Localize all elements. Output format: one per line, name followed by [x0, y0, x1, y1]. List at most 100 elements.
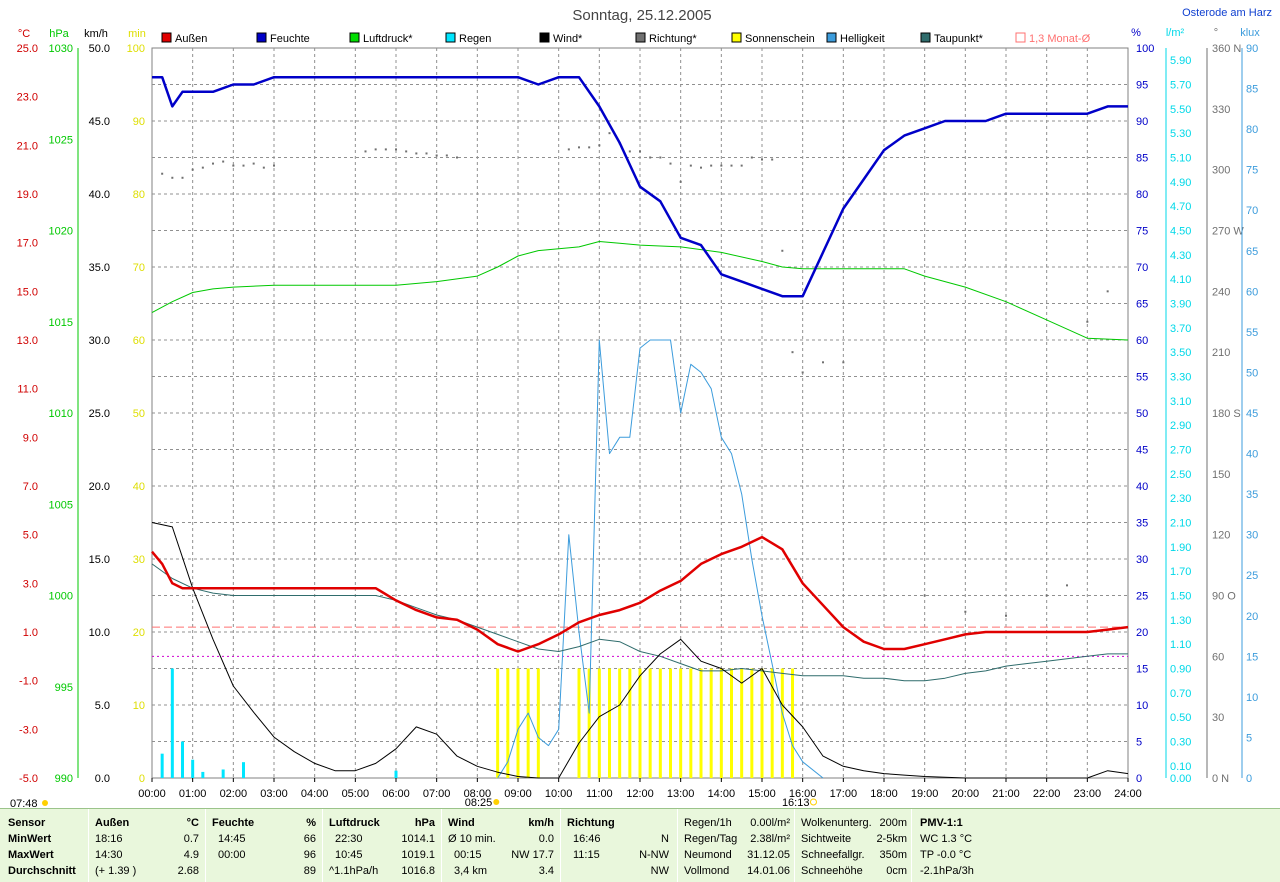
right-axis-tick-label: 5.10 — [1170, 153, 1191, 165]
richtung-point — [212, 162, 214, 165]
left-axis-tick-label: 80 — [133, 189, 145, 201]
stats-richtung-avg-value: NW — [650, 865, 669, 877]
stats-wolken-column: Wolkenunterg. 200m Sichtweite 2-5km Schnee… — [795, 809, 912, 882]
sonnenschein-bar — [730, 668, 733, 778]
regen-bar — [221, 769, 225, 778]
sunrise-icon — [493, 799, 500, 805]
stats-aussen-min-time: 18:16 — [95, 833, 123, 845]
x-tick-label: 03:00 — [260, 788, 288, 800]
left-axis-tick-label: 40.0 — [89, 189, 110, 201]
left-axis-tick-label: 995 — [55, 682, 73, 694]
stats-aussen-trend: (+ 1.39 ) — [95, 865, 137, 877]
stats-wolkenunterg-value: 200m — [879, 817, 907, 829]
left-axis-tick-label: 15.0 — [17, 286, 38, 298]
left-axis-tick-label: 15.0 — [89, 554, 110, 566]
sonnenschein-bar — [618, 668, 622, 778]
right-axis-tick-label: 0.70 — [1170, 688, 1191, 700]
richtung-point — [689, 164, 692, 167]
right-axis-tick-label: 30 — [1246, 530, 1258, 542]
richtung-point — [252, 162, 255, 165]
richtung-point — [1066, 584, 1068, 587]
right-axis-tick-label: 30 — [1212, 712, 1224, 724]
right-axis-tick-label: 85 — [1136, 153, 1148, 165]
stats-vollmond-label: Vollmond — [684, 865, 730, 877]
right-axis-tick-label: 1.90 — [1170, 542, 1191, 554]
right-axis-tick-label: 3.10 — [1170, 396, 1191, 408]
stats-regen-tag-value: 2.38l/m² — [750, 833, 790, 845]
stats-aussen-column: Außen °C 18:16 0.7 14:30 4.9 (+ 1.39 ) 2.68 — [89, 809, 206, 882]
right-axis-tick-label: 180 S — [1212, 408, 1241, 420]
stats-richtung-header: Richtung — [567, 817, 615, 829]
x-tick-label: 07:00 — [423, 788, 451, 800]
right-axis-tick-label: 40 — [1136, 481, 1148, 493]
stats-aussen-max-value: 4.9 — [183, 849, 199, 861]
x-tick-label: 19:00 — [911, 788, 939, 800]
legend-swatch — [445, 32, 456, 43]
right-axis-tick-label: 3.30 — [1170, 372, 1191, 384]
left-axis-tick-label: 0 — [139, 773, 145, 785]
regen-bar — [191, 759, 195, 778]
sonnenschein-bar — [658, 668, 662, 778]
right-axis-tick-label: 300 — [1212, 165, 1230, 177]
left-axis-tick-label: 50 — [133, 408, 145, 420]
right-axis-tick-label: 50 — [1136, 408, 1148, 420]
stats-richtung-min-time: 16:46 — [573, 833, 601, 845]
right-axis-tick-label: 240 — [1212, 286, 1230, 298]
right-axis-tick-label: 60 — [1212, 651, 1224, 663]
richtung-point — [425, 152, 428, 155]
legend-swatch — [256, 32, 267, 43]
right-axis-tick-label: 55 — [1246, 327, 1258, 339]
x-tick-label: 22:00 — [1033, 788, 1061, 800]
stats-aussen-header: Außen — [95, 817, 130, 829]
richtung-point — [262, 166, 265, 169]
sonnenschein-bar — [770, 668, 774, 778]
richtung-point — [181, 176, 184, 179]
left-axis-tick-label: 19.0 — [17, 189, 38, 201]
stats-aussen-unit: °C — [186, 817, 199, 829]
right-axis-tick-label: 2.10 — [1170, 518, 1191, 530]
right-axis-tick-label: 0 — [1246, 773, 1252, 785]
legend-swatch — [161, 32, 172, 43]
taupunkt-line — [151, 563, 1128, 682]
stats-luftdruck-avg-value: 1016.8 — [401, 865, 435, 877]
richtung-point — [700, 166, 702, 169]
right-axis-tick-label: 5.50 — [1170, 104, 1191, 116]
right-axis-tick-label: 100 — [1136, 43, 1154, 55]
right-axis-tick-label: 0 — [1136, 773, 1142, 785]
left-axis-tick-label: 5.0 — [23, 530, 38, 542]
richtung-point — [435, 154, 438, 157]
sonnenschein-bar — [689, 668, 693, 778]
richtung-point — [1045, 594, 1048, 597]
right-axis-tick-label: 35 — [1136, 518, 1148, 530]
stats-luftdruck-max-value: 1019.1 — [401, 849, 435, 861]
helligkeit-line — [497, 339, 824, 779]
right-axis-tick-label: 50 — [1246, 367, 1258, 379]
x-tick-label: 04:00 — [301, 788, 329, 800]
stats-aussen-max-time: 14:30 — [95, 849, 123, 861]
x-tick-label: 11:00 — [586, 788, 613, 800]
sonnenschein-bar — [536, 668, 540, 778]
richtung-point — [771, 158, 774, 161]
stats-regen-tag-label: Regen/Tag — [684, 833, 738, 845]
right-axis-tick-label: 0.90 — [1170, 664, 1191, 676]
richtung-point — [567, 148, 570, 151]
legend-label: Helligkeit — [840, 33, 885, 45]
right-axis-tick-label: 25 — [1246, 570, 1258, 582]
left-axis-tick-label: 3.0 — [23, 578, 38, 590]
stats-sichtweite-label: Sichtweite — [801, 833, 852, 845]
legend-swatch — [1015, 32, 1026, 43]
right-axis-tick-label: 150 — [1212, 469, 1230, 481]
weather-chart: Sonntag, 25.12.2005 Osterode am Harz Auß… — [10, 7, 1272, 808]
right-axis-tick-label: 1.10 — [1170, 639, 1191, 651]
right-axis-unit: % — [1131, 27, 1141, 39]
regen-bar — [160, 753, 164, 778]
stats-regen-column: Regen/1h 0.00l/m² Regen/Tag 2.38l/m² Neumo… — [678, 809, 795, 882]
richtung-point — [161, 172, 164, 175]
left-axis-tick-label: -5.0 — [19, 773, 38, 785]
sunrise-label: 08:25 — [465, 797, 493, 808]
stats-schneefallgr-value: 350m — [879, 849, 907, 861]
richtung-point — [201, 166, 204, 169]
stats-schneehoehe-value: 0cm — [886, 865, 907, 877]
right-axis-tick-label: 2.90 — [1170, 420, 1191, 432]
right-axis-tick-label: 4.70 — [1170, 201, 1191, 213]
